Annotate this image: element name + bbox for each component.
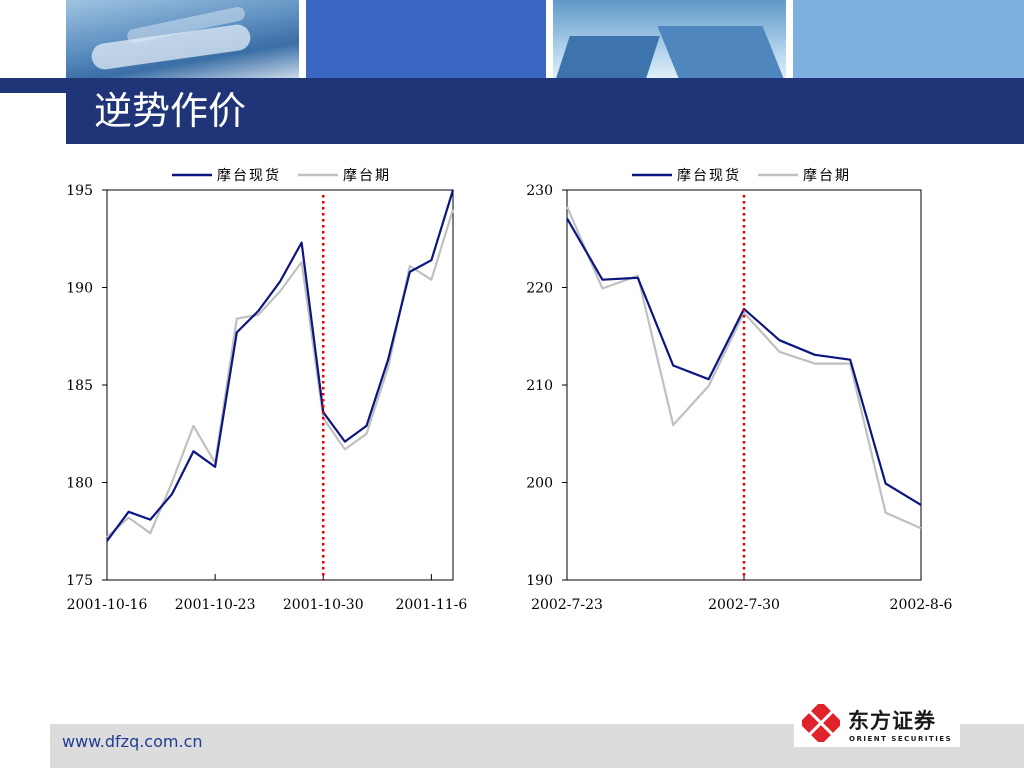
x-tick-label: 2001-11-6 [395,597,467,613]
x-tick-label: 2002-7-23 [531,597,603,613]
light-blue-panel [793,0,1024,78]
y-tick-label: 210 [526,378,553,394]
series-line-spot [566,217,922,506]
y-tick-label: 230 [526,183,553,199]
y-tick-label: 180 [66,476,93,492]
plot-frame [106,189,454,581]
series-line-futures [565,206,922,530]
legend-label: 摩台期 [343,167,391,184]
footer-left-strip [0,724,50,768]
x-tick-label: 2002-7-30 [708,597,780,613]
slide-title: 逆势作价 [94,89,247,133]
y-tick-label: 190 [66,281,93,297]
title-bar: 逆势作价 [66,78,1024,144]
skyscraper-photo [553,0,786,78]
series-line-futures [106,209,455,538]
blue-panel [306,0,546,78]
y-tick-label: 195 [66,183,93,199]
left-accent-stripe [0,78,66,93]
footer-url: www.dfzq.com.cn [62,732,203,751]
logo-chinese-text: 东方证券 [848,709,936,733]
y-tick-label: 175 [66,573,93,589]
x-tick-label: 2001-10-23 [175,597,256,613]
keyboard-hands-photo [66,0,299,78]
y-tick-label: 220 [526,281,553,297]
y-tick-label: 190 [526,573,553,589]
chart-2002: 190 200 210 220 230 2002-7-23 2002-7-30 2002-8-… [526,167,953,613]
x-tick-label: 2002-8-6 [890,597,953,613]
logo-diamond-icon [802,704,840,742]
chart-2001: 175 180 185 190 195 2001-10-16 2001-10-23 2001-… [66,167,467,613]
x-tick-label: 2001-10-30 [283,597,364,613]
legend-label: 摩台期 [803,167,851,184]
series-line-spot [106,189,455,542]
x-tick-label: 2001-10-16 [67,597,148,613]
y-tick-label: 200 [526,476,553,492]
legend-label: 摩台现货 [677,167,741,184]
legend-label: 摩台现货 [217,167,281,184]
orient-securities-logo: 东方证券 ORIENT SECURITIES [794,699,960,747]
logo-english-text: ORIENT SECURITIES [849,735,953,743]
header-photo-strip [0,0,1024,78]
y-tick-label: 185 [66,378,93,394]
